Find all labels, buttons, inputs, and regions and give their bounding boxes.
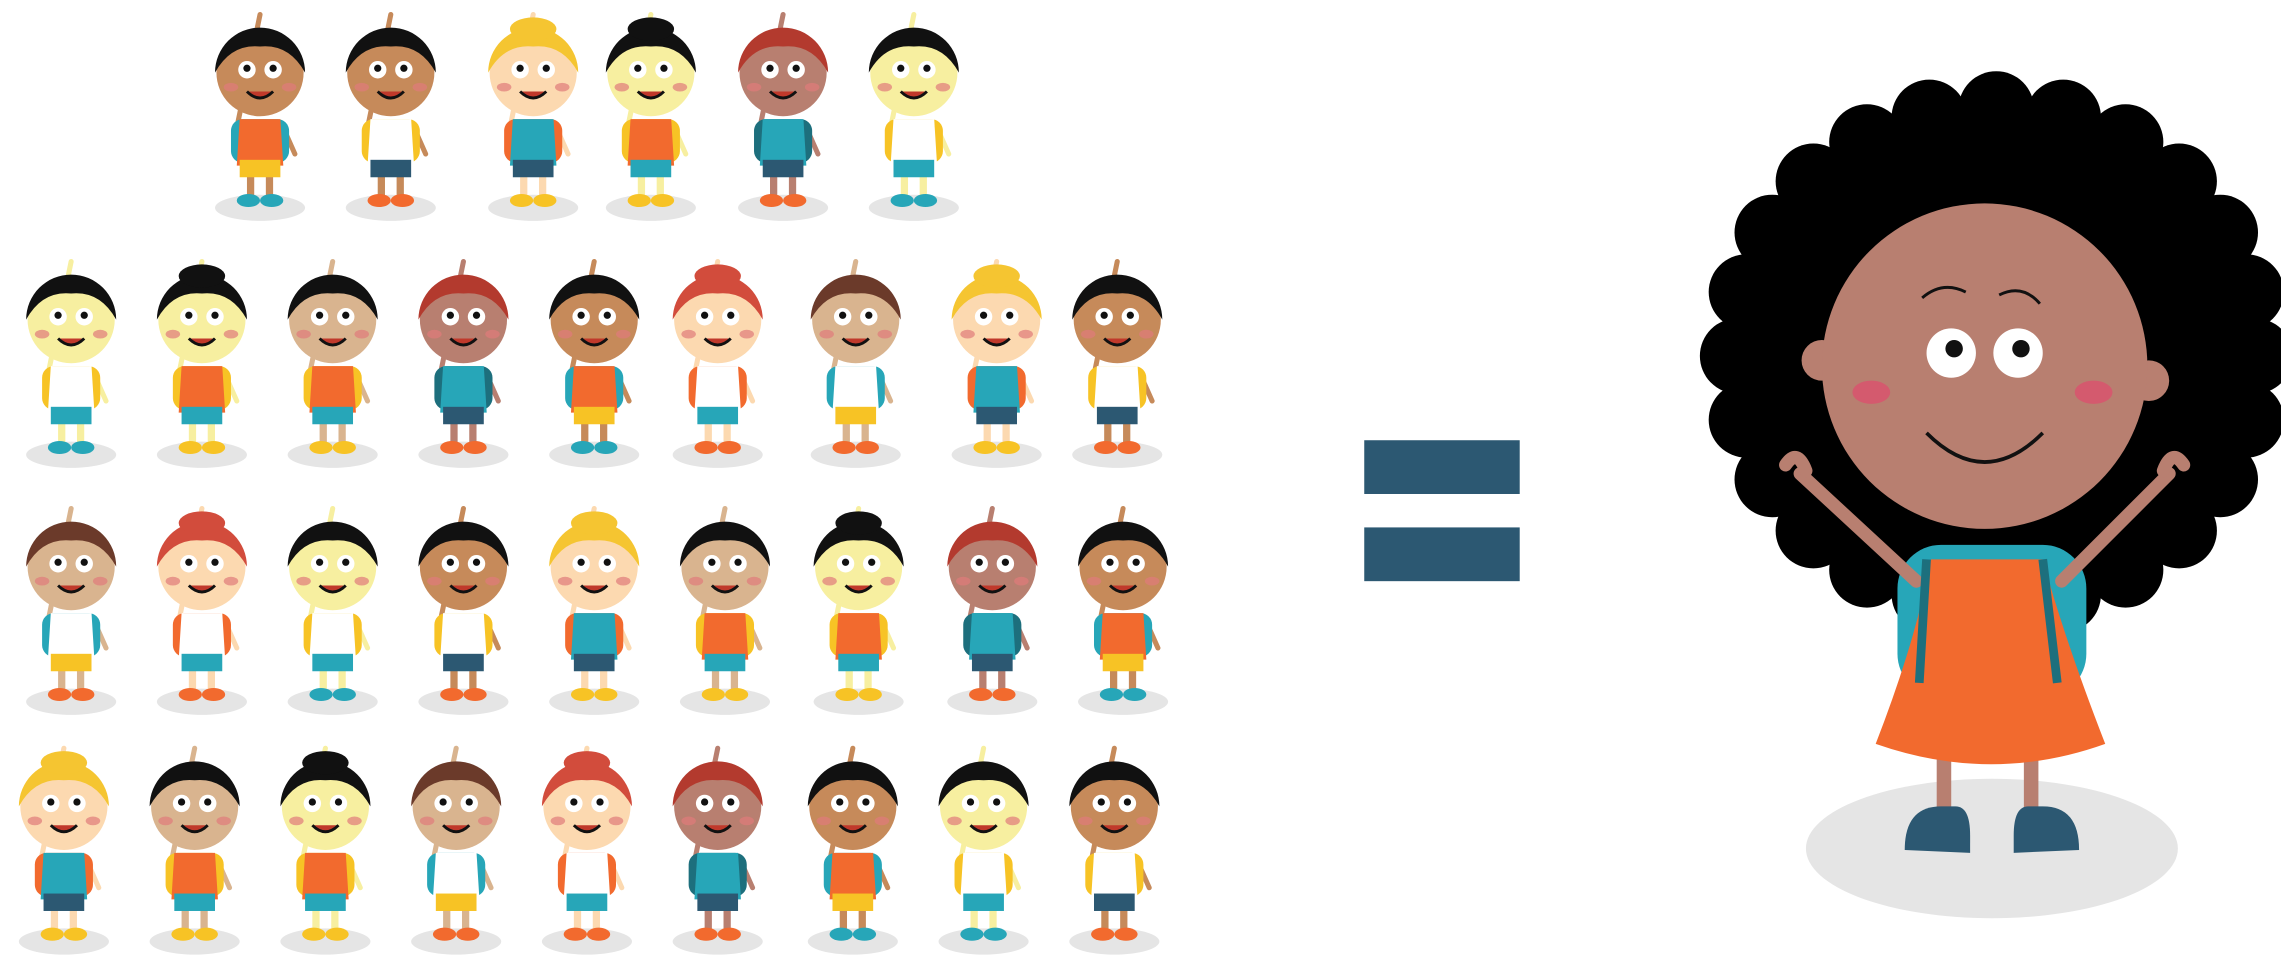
child [24,260,118,470]
child [286,507,380,717]
child [486,13,580,223]
child [24,507,118,717]
child [540,746,634,957]
child [17,746,111,957]
child [1067,746,1161,957]
child [213,13,307,223]
child [286,260,380,470]
child [806,746,900,957]
child [155,260,249,470]
child [547,260,641,470]
child [937,746,1031,957]
child [812,507,906,717]
child [809,260,903,470]
equals-bar [1364,527,1520,582]
child [409,746,503,957]
child [1070,260,1164,470]
single-child [1699,71,2281,919]
child [671,746,765,957]
child [945,507,1039,717]
child [950,260,1044,470]
child [148,746,242,957]
crowd-of-children [17,13,1170,957]
child [678,507,772,717]
child [1076,507,1170,717]
child [671,260,765,470]
child [736,13,830,223]
child [547,507,641,717]
equals-bar [1364,440,1520,494]
child [344,13,438,223]
child [155,507,249,717]
child [416,507,510,717]
child [278,746,372,957]
child [604,13,698,223]
child [416,260,510,470]
child [867,13,961,223]
